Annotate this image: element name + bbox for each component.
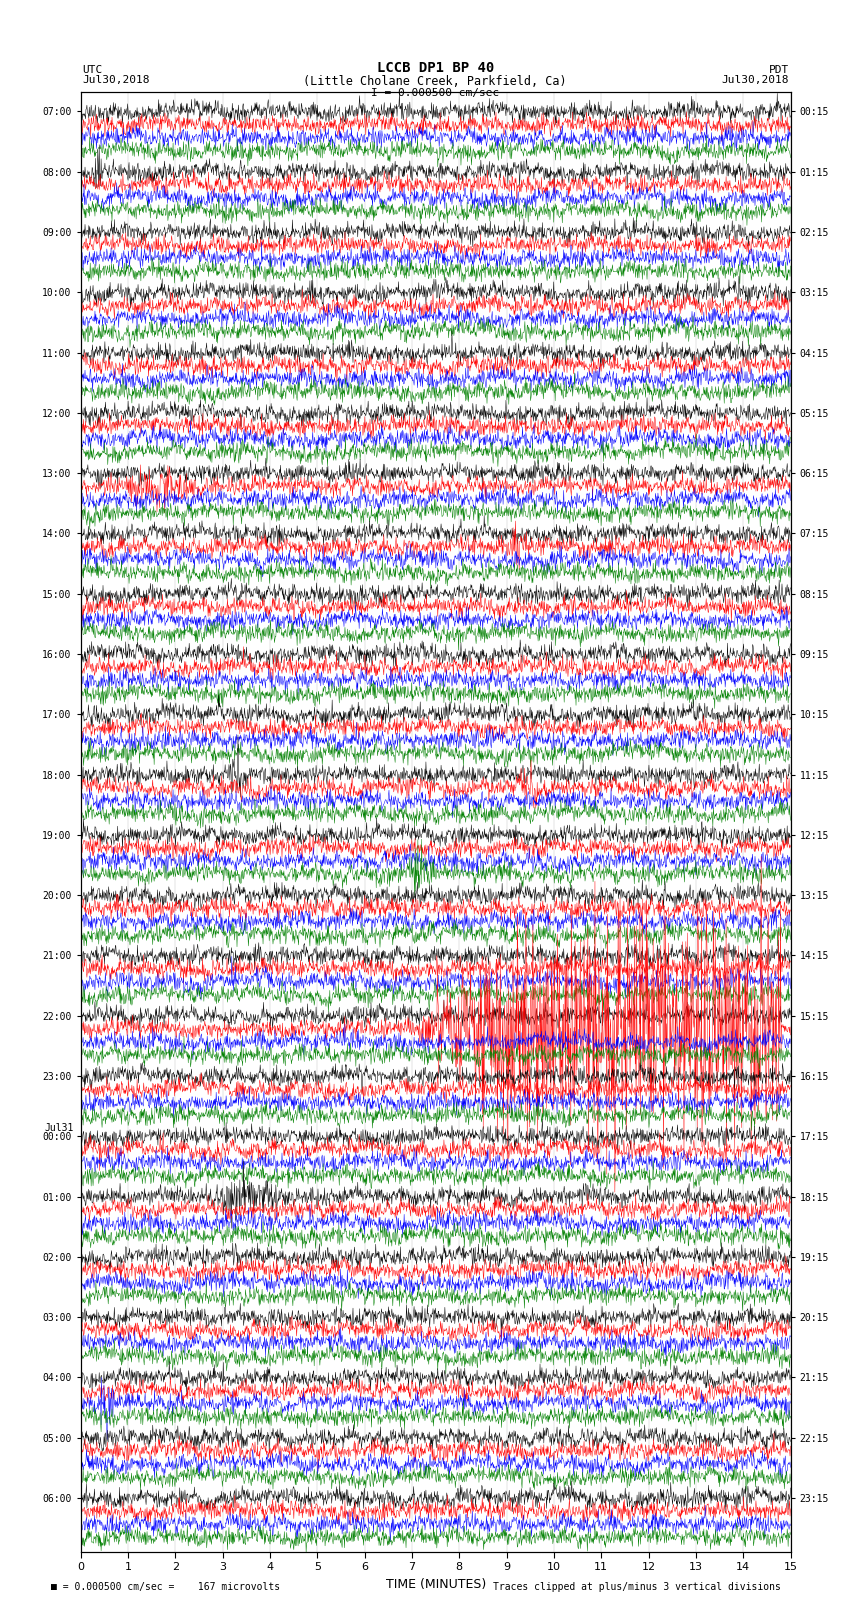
Text: UTC: UTC <box>82 65 103 76</box>
Text: ■ = 0.000500 cm/sec =    167 microvolts: ■ = 0.000500 cm/sec = 167 microvolts <box>51 1582 280 1592</box>
Text: I = 0.000500 cm/sec: I = 0.000500 cm/sec <box>371 89 499 98</box>
X-axis label: TIME (MINUTES): TIME (MINUTES) <box>386 1578 485 1590</box>
Text: Jul30,2018: Jul30,2018 <box>722 76 789 85</box>
Text: PDT: PDT <box>768 65 789 76</box>
Text: Traces clipped at plus/minus 3 vertical divisions: Traces clipped at plus/minus 3 vertical … <box>493 1582 781 1592</box>
Text: Jul31: Jul31 <box>44 1123 74 1134</box>
Text: LCCB DP1 BP 40: LCCB DP1 BP 40 <box>377 61 494 76</box>
Text: Jul30,2018: Jul30,2018 <box>82 76 150 85</box>
Text: (Little Cholane Creek, Parkfield, Ca): (Little Cholane Creek, Parkfield, Ca) <box>303 74 567 87</box>
